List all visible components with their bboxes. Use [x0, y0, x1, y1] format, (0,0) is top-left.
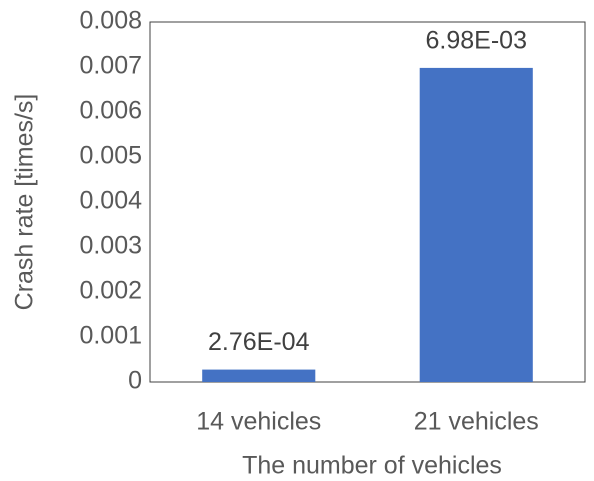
y-tick-label: 0.008 [79, 7, 142, 35]
data-label: 2.76E-04 [208, 328, 310, 356]
y-tick-label: 0.006 [79, 97, 142, 125]
y-tick-label: 0.002 [79, 277, 142, 305]
y-tick-label: 0.007 [79, 52, 142, 80]
y-axis-title: Crash rate [times/s] [11, 94, 39, 311]
x-tick-label: 14 vehicles [196, 408, 321, 436]
y-tick-label: 0 [128, 367, 142, 395]
x-axis-title: The number of vehicles [242, 452, 502, 480]
x-tick-label: 21 vehicles [414, 408, 539, 436]
y-tick-label: 0.004 [79, 187, 142, 215]
y-tick-label: 0.005 [79, 142, 142, 170]
y-tick-label: 0.003 [79, 232, 142, 260]
bar [419, 67, 533, 383]
plot-frame [149, 21, 586, 383]
bar [202, 369, 316, 382]
y-tick-label: 0.001 [79, 322, 142, 350]
data-label: 6.98E-03 [426, 27, 527, 55]
